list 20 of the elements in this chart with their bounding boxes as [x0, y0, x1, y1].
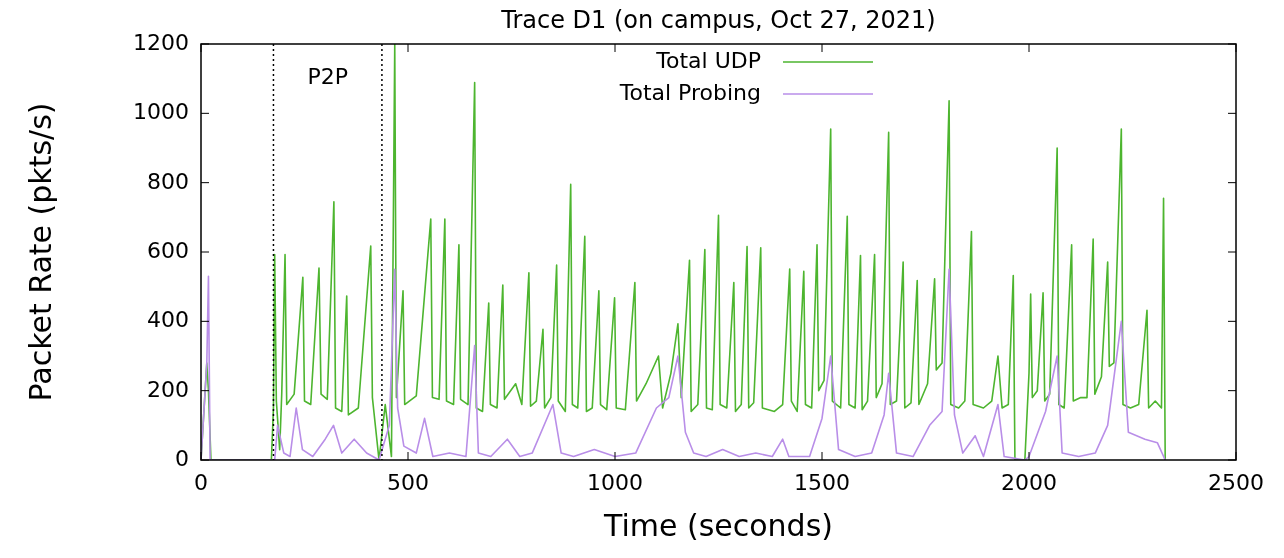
- x-tick-label: 500: [387, 470, 429, 495]
- y-tick-label: 800: [147, 168, 189, 194]
- legend-label: Total Probing: [618, 80, 761, 105]
- y-tick-label: 400: [147, 307, 189, 333]
- x-axis-title: Time (seconds): [603, 508, 833, 543]
- annotation: P2P: [307, 64, 348, 89]
- y-tick-label: 200: [147, 376, 189, 402]
- y-axis-title: Packet Rate (pkts/s): [23, 102, 58, 402]
- x-tick-label: 2500: [1208, 470, 1264, 495]
- y-tick-label: 1200: [133, 30, 189, 55]
- x-tick-label: 2000: [1001, 470, 1057, 495]
- legend-label: Total UDP: [655, 48, 761, 73]
- x-tick-label: 1000: [587, 470, 643, 495]
- x-tick-label: 0: [194, 470, 208, 495]
- y-tick-label: 0: [175, 446, 189, 471]
- line-series: [201, 268, 1167, 460]
- chart-title: Trace D1 (on campus, Oct 27, 2021): [500, 6, 936, 34]
- x-tick-label: 1500: [794, 470, 850, 495]
- y-tick-label: 1000: [133, 99, 189, 125]
- y-tick-label: 600: [147, 238, 189, 263]
